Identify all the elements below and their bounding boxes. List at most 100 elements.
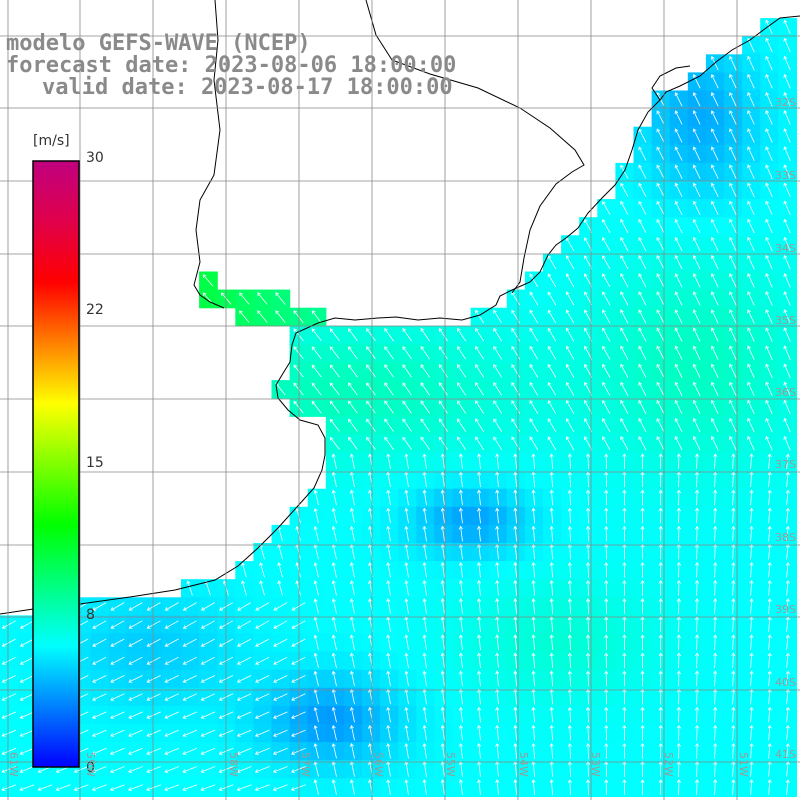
wind-arrow: [767, 507, 772, 524]
wind-arrow: [458, 453, 463, 470]
wind-arrow: [729, 273, 737, 288]
wind-arrow: [549, 507, 554, 524]
wind-arrow: [311, 328, 322, 342]
wind-arrow: [656, 381, 665, 396]
wind-arrow: [747, 417, 755, 433]
wind-arrow: [420, 346, 430, 360]
wind-arrow: [456, 400, 467, 414]
lon-label: 52W: [662, 752, 675, 777]
wind-arrow: [765, 381, 773, 397]
wind-arrow: [331, 507, 337, 524]
lat-label: 39S: [775, 603, 796, 616]
wind-arrow: [366, 328, 376, 342]
wind-arrow: [275, 292, 286, 305]
wind-arrow: [529, 309, 539, 324]
wind-arrow: [257, 310, 268, 323]
wind-cell: [0, 669, 19, 689]
wind-arrow: [713, 507, 718, 524]
wind-arrow: [729, 74, 737, 89]
wind-arrow: [565, 436, 575, 451]
wind-cell: [126, 633, 146, 653]
wind-cell: [181, 597, 200, 616]
wind-arrow: [475, 436, 485, 451]
wind-arrow: [729, 436, 737, 451]
wind-arrow: [565, 327, 575, 342]
wind-arrow: [511, 364, 521, 378]
wind-cell: [253, 651, 273, 671]
wind-arrow: [729, 255, 737, 270]
wind-arrow: [785, 453, 790, 470]
lon-label: 58W: [227, 752, 240, 777]
wind-arrow: [749, 453, 754, 470]
wind-arrow: [329, 382, 340, 396]
wind-arrow: [348, 418, 358, 432]
wind-cell: [18, 633, 37, 653]
wind-arrow: [529, 291, 539, 306]
wind-arrow: [783, 291, 791, 306]
wind-arrow: [674, 273, 683, 288]
wind-arrow: [348, 436, 358, 450]
wind-cell: [90, 633, 110, 653]
wind-arrow: [620, 345, 629, 360]
wind-arrow: [710, 273, 719, 288]
wind-arrow: [202, 274, 214, 287]
wind-arrow: [602, 309, 611, 324]
wind-arrow: [529, 345, 539, 360]
colorbar-tick-8: 8: [86, 607, 95, 623]
wind-arrow: [674, 128, 683, 143]
wind-arrow: [620, 418, 629, 433]
wind-cell: [235, 597, 254, 616]
colorbar-tick-15: 15: [86, 455, 104, 471]
wind-arrow: [656, 327, 665, 342]
wind-arrow: [493, 400, 503, 414]
wind-arrow: [674, 399, 683, 415]
wind-arrow: [676, 507, 681, 524]
wind-arrow: [783, 381, 791, 397]
wind-arrow: [239, 310, 250, 323]
wind-cell: [144, 651, 164, 671]
wind-arrow: [422, 489, 427, 506]
wind-cell: [199, 669, 218, 689]
wind-cell: [181, 651, 200, 671]
wind-arrow: [749, 507, 754, 524]
wind-arrow: [402, 364, 412, 378]
wind-cell: [18, 669, 37, 689]
wind-arrow: [529, 436, 539, 451]
wind-arrow: [565, 273, 575, 288]
wind-arrow: [710, 381, 719, 397]
wind-arrow: [747, 92, 755, 107]
wind-arrow: [729, 92, 737, 107]
wind-arrow: [602, 436, 611, 451]
wind-arrow: [585, 453, 591, 470]
wind-arrow: [477, 507, 482, 524]
wind-arrow: [567, 489, 572, 506]
wind-arrow: [674, 164, 683, 179]
lat-label: 34S: [775, 242, 796, 255]
wind-arrow: [658, 489, 663, 506]
wind-arrow: [783, 128, 791, 143]
wind-arrow: [710, 436, 719, 451]
wind-cell: [253, 633, 273, 653]
lon-label: 53W: [589, 752, 602, 777]
wind-arrow: [656, 418, 665, 433]
lon-label: 57W: [299, 752, 312, 777]
wind-arrow: [692, 273, 701, 288]
wind-arrow: [783, 254, 791, 270]
wind-arrow: [620, 399, 629, 415]
wind-cell: [0, 615, 19, 635]
lat-label: 37S: [775, 458, 796, 471]
wind-arrow: [438, 382, 448, 396]
wind-arrow: [329, 400, 340, 414]
wind-arrow: [495, 489, 500, 506]
wind-arrow: [565, 255, 575, 270]
wind-arrow: [731, 507, 736, 524]
lon-label: 61W: [7, 752, 20, 777]
wind-cell: [126, 669, 146, 689]
wind-arrow: [767, 489, 772, 506]
wind-arrow: [513, 507, 518, 524]
wind-arrow: [602, 291, 611, 306]
wind-arrow: [602, 237, 611, 252]
lon-label: 54W: [517, 752, 530, 777]
wind-cell: [271, 651, 291, 671]
wind-arrow: [674, 363, 683, 378]
